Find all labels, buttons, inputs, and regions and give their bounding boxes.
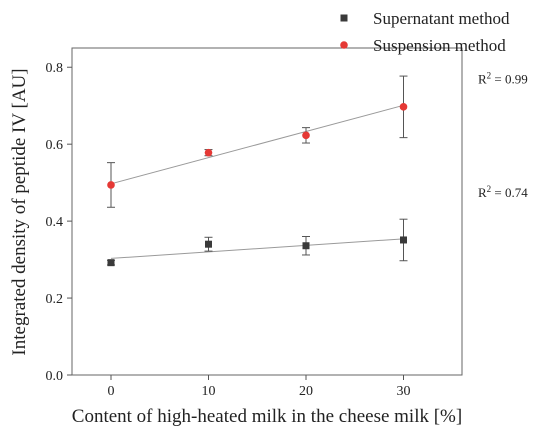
supernatant-fit-line [110,238,404,259]
annotations: R2 = 0.74 R2 = 0.99 [478,70,528,199]
supernatant-r2-annotation: R2 = 0.74 [478,184,528,200]
legend: Supernatant method Suspension method [340,9,510,55]
x-tick-label: 30 [397,384,411,399]
fit-lines [110,104,404,259]
suspension-legend-marker [340,41,348,49]
x-tick-label: 0 [108,384,115,399]
x-tick-label: 20 [299,384,313,399]
suspension-point [399,103,408,111]
suspension-r2-annotation: R2 = 0.99 [478,70,528,86]
y-tick-label: 0.6 [46,138,64,153]
suspension-point [107,181,115,189]
y-tick-label: 0.0 [46,369,64,384]
x-axis-title: Content of high-heated milk in the chees… [72,406,462,427]
axis-ticks: 0.0 0.2 0.4 0.6 0.8 0 10 20 30 [46,61,411,399]
suspension-fit-line [110,104,404,185]
error-bars [107,75,408,266]
data-points [107,103,408,267]
y-tick-label: 0.4 [46,215,64,230]
suspension-point [204,148,213,157]
y-tick-label: 0.2 [46,292,64,307]
y-axis-title: Integrated density of peptide IV [AU] [9,68,30,355]
x-tick-label: 10 [202,384,216,399]
suspension-point [302,131,310,140]
supernatant-point [107,259,115,267]
supernatant-legend-marker [340,14,348,22]
supernatant-point [205,240,212,248]
supernatant-point [302,242,310,250]
suspension-legend-label: Suspension method [373,36,506,55]
supernatant-legend-label: Supernatant method [373,9,510,28]
y-tick-label: 0.8 [46,61,64,76]
plot-frame [71,47,463,376]
supernatant-point [400,236,407,244]
